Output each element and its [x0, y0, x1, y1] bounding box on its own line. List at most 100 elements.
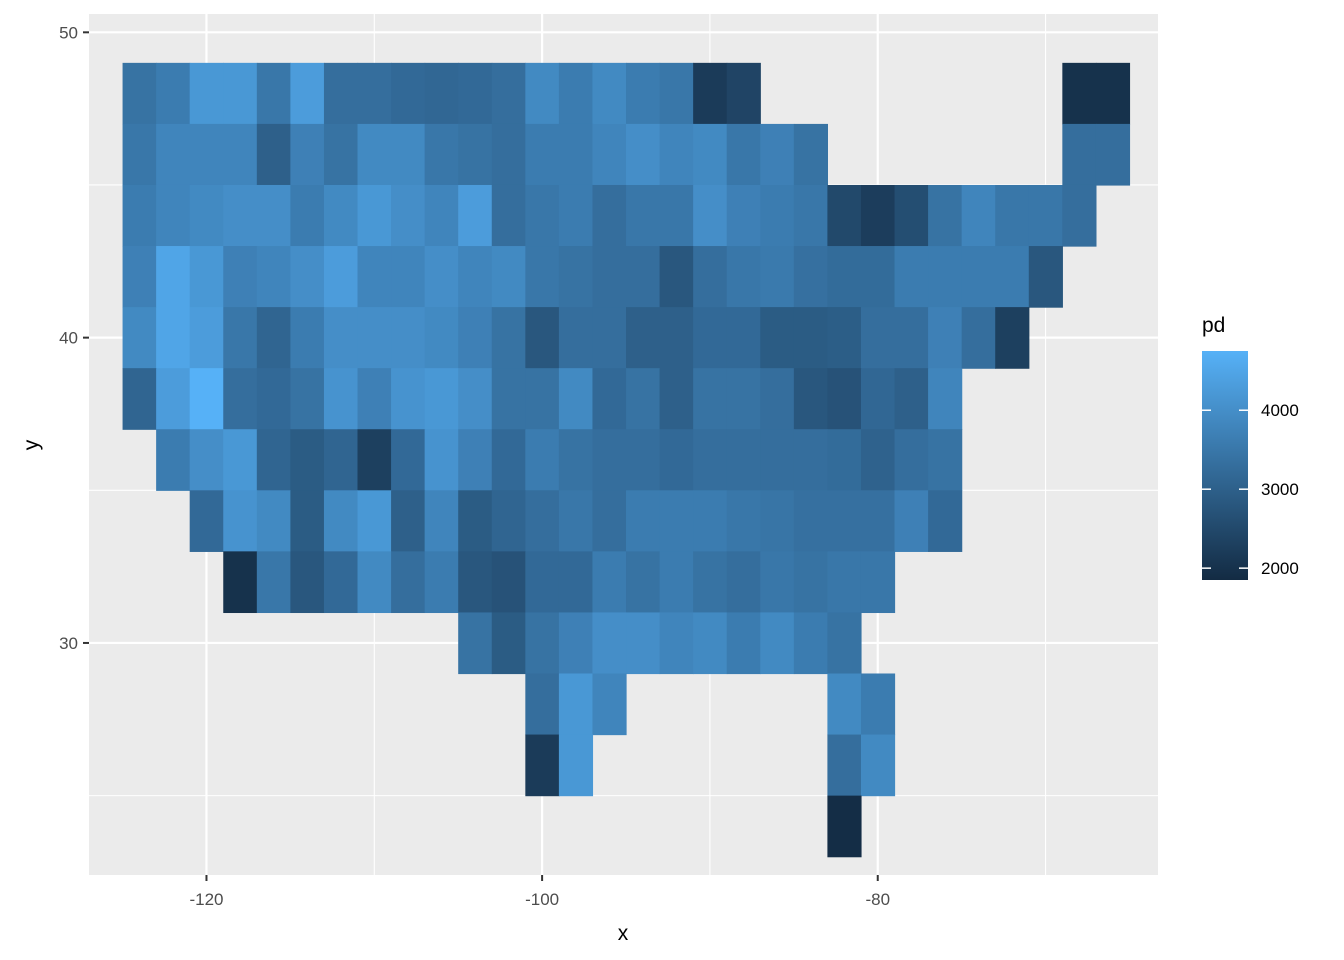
- heatmap-tile: [1028, 184, 1063, 247]
- heatmap-tile: [256, 184, 291, 247]
- heatmap-tile: [995, 307, 1030, 369]
- heatmap-tile: [827, 795, 862, 858]
- heatmap-tile: [223, 368, 258, 430]
- heatmap-tile: [659, 490, 694, 552]
- heatmap-tile: [592, 612, 627, 675]
- heatmap-tile: [156, 184, 191, 247]
- heatmap-tile: [525, 184, 560, 247]
- heatmap-tile: [290, 62, 325, 125]
- heatmap-tile: [156, 62, 191, 125]
- heatmap-tile: [726, 184, 761, 247]
- heatmap-tile: [323, 184, 359, 247]
- heatmap-tile: [391, 429, 426, 491]
- legend: pd 2000 3000 4000: [1202, 314, 1299, 580]
- heatmap-tile: [894, 184, 929, 247]
- heatmap-tile: [391, 551, 426, 614]
- heatmap-tile: [659, 246, 694, 308]
- heatmap-tile: [156, 246, 191, 308]
- heatmap-tile: [760, 307, 795, 369]
- heatmap-tile: [928, 490, 963, 552]
- heatmap-tile: [424, 184, 459, 247]
- heatmap-tile: [693, 429, 728, 491]
- heatmap-tile: [223, 246, 258, 308]
- heatmap-tile: [827, 673, 862, 736]
- heatmap-tile: [693, 307, 728, 369]
- heatmap-tile: [626, 551, 661, 614]
- heatmap-tile: [391, 246, 426, 308]
- heatmap-tile: [558, 62, 594, 125]
- y-axis: 30 40 50: [59, 23, 89, 653]
- heatmap-tile: [424, 429, 459, 491]
- heatmap-tile: [424, 62, 459, 125]
- heatmap-tile: [491, 246, 526, 308]
- heatmap-tile: [558, 246, 594, 308]
- heatmap-tile: [122, 368, 157, 430]
- heatmap-tile: [525, 368, 560, 430]
- heatmap-tile: [491, 612, 526, 675]
- legend-breaks: 2000 3000 4000: [1202, 401, 1299, 578]
- heatmap-tile: [391, 62, 426, 125]
- heatmap-tile: [827, 551, 862, 614]
- heatmap-tile: [122, 246, 157, 308]
- heatmap-tile: [122, 184, 157, 247]
- heatmap-tile: [626, 123, 661, 186]
- heatmap-tile: [256, 62, 291, 125]
- heatmap-tile: [592, 490, 627, 552]
- heatmap-tile: [894, 307, 929, 369]
- heatmap-tile: [760, 490, 795, 552]
- heatmap-tile: [189, 62, 224, 125]
- heatmap-tile: [995, 246, 1030, 308]
- heatmap-tile: [827, 307, 862, 369]
- x-axis: -120 -100 -80: [189, 875, 890, 909]
- heatmap-tile: [458, 123, 493, 186]
- heatmap-tile: [256, 246, 291, 308]
- y-tick-label: 30: [59, 634, 78, 653]
- heatmap-tile: [491, 184, 526, 247]
- heatmap-tile: [525, 734, 560, 797]
- heatmap-tile: [323, 490, 359, 552]
- heatmap-tile: [827, 612, 862, 675]
- heatmap-tile: [961, 307, 996, 369]
- heatmap-tile: [458, 368, 493, 430]
- x-axis-title: x: [618, 922, 629, 945]
- heatmap-tile: [726, 429, 761, 491]
- heatmap-tile: [391, 123, 426, 186]
- heatmap-tile: [558, 734, 594, 797]
- heatmap-tile: [558, 184, 594, 247]
- heatmap-tile: [592, 368, 627, 430]
- heatmap-tile: [357, 429, 392, 491]
- heatmap-tile: [760, 123, 795, 186]
- heatmap-tile: [189, 307, 224, 369]
- heatmap-tile: [357, 246, 392, 308]
- heatmap-tile: [760, 612, 795, 675]
- heatmap-tile: [323, 368, 359, 430]
- heatmap-tile: [793, 123, 828, 186]
- heatmap-tile: [860, 429, 896, 491]
- heatmap-tile: [424, 368, 459, 430]
- heatmap-tile: [793, 307, 828, 369]
- heatmap-tile: [726, 62, 761, 125]
- legend-colorbar: [1202, 351, 1248, 580]
- y-tick-label: 40: [59, 329, 78, 348]
- heatmap-tile: [592, 673, 627, 736]
- y-axis-title: y: [20, 439, 43, 450]
- heatmap-tile: [860, 673, 896, 736]
- heatmap-tile: [726, 368, 761, 430]
- heatmap-tile: [760, 429, 795, 491]
- heatmap-tile: [491, 490, 526, 552]
- heatmap-tile: [323, 246, 359, 308]
- heatmap-tile: [626, 184, 661, 247]
- heatmap-tile: [827, 368, 862, 430]
- heatmap-tile: [290, 551, 325, 614]
- heatmap-tile: [525, 246, 560, 308]
- heatmap-tile: [458, 429, 493, 491]
- heatmap-tile: [122, 62, 157, 125]
- heatmap-tile: [827, 429, 862, 491]
- heatmap-tile: [827, 184, 862, 247]
- heatmap-tile: [693, 123, 728, 186]
- heatmap-tile: [827, 246, 862, 308]
- heatmap-tile: [793, 551, 828, 614]
- heatmap-tile: [357, 123, 392, 186]
- heatmap-tile: [659, 551, 694, 614]
- legend-title: pd: [1202, 314, 1225, 337]
